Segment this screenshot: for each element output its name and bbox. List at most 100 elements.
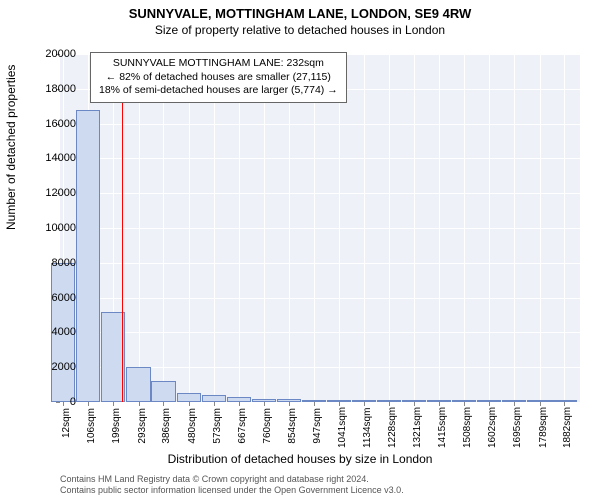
- x-tick-label: 947sqm: [312, 408, 323, 448]
- x-tick-mark: [189, 402, 190, 406]
- x-tick-label: 854sqm: [287, 408, 298, 448]
- x-tick-label: 1321sqm: [412, 408, 423, 448]
- histogram-bar: [352, 400, 376, 402]
- x-tick-label: 573sqm: [212, 408, 223, 448]
- histogram-bar: [527, 400, 551, 402]
- histogram-bar: [377, 400, 401, 402]
- grid-line-v: [439, 54, 440, 402]
- y-tick-label: 12000: [36, 187, 76, 199]
- x-tick-label: 199sqm: [111, 408, 122, 448]
- grid-line-v: [540, 54, 541, 402]
- grid-line-v: [464, 54, 465, 402]
- x-tick-mark: [214, 402, 215, 406]
- x-tick-mark: [339, 402, 340, 406]
- histogram-bar: [302, 400, 326, 402]
- histogram-bar: [452, 400, 476, 402]
- annotation-line3: 18% of semi-detached houses are larger (…: [99, 84, 338, 98]
- x-tick-label: 293sqm: [137, 408, 148, 448]
- histogram-bar: [552, 400, 576, 402]
- x-tick-mark: [564, 402, 565, 406]
- chart-title: SUNNYVALE, MOTTINGHAM LANE, LONDON, SE9 …: [0, 0, 600, 21]
- x-axis-label: Distribution of detached houses by size …: [0, 452, 600, 466]
- x-tick-mark: [139, 402, 140, 406]
- y-tick-label: 6000: [36, 292, 76, 304]
- grid-line-v: [414, 54, 415, 402]
- y-tick-label: 8000: [36, 257, 76, 269]
- y-tick-label: 16000: [36, 118, 76, 130]
- x-tick-mark: [514, 402, 515, 406]
- grid-line-v: [489, 54, 490, 402]
- footer: Contains HM Land Registry data © Crown c…: [60, 474, 404, 496]
- x-tick-mark: [389, 402, 390, 406]
- annotation-line2: ← 82% of detached houses are smaller (27…: [99, 71, 338, 85]
- histogram-bar: [177, 393, 201, 402]
- y-tick-label: 4000: [36, 326, 76, 338]
- grid-line-v: [364, 54, 365, 402]
- y-tick-label: 14000: [36, 152, 76, 164]
- x-tick-mark: [439, 402, 440, 406]
- y-tick-label: 10000: [36, 222, 76, 234]
- x-tick-mark: [113, 402, 114, 406]
- grid-line-v: [264, 54, 265, 402]
- y-tick-label: 20000: [36, 48, 76, 60]
- histogram-bar: [227, 397, 251, 402]
- x-tick-mark: [464, 402, 465, 406]
- x-tick-mark: [264, 402, 265, 406]
- grid-line-v: [514, 54, 515, 402]
- x-tick-label: 106sqm: [86, 408, 97, 448]
- chart-subtitle: Size of property relative to detached ho…: [0, 21, 600, 37]
- histogram-bar: [477, 400, 501, 402]
- grid-line-v: [339, 54, 340, 402]
- x-tick-label: 1228sqm: [387, 408, 398, 448]
- footer-line2: Contains public sector information licen…: [60, 485, 404, 496]
- y-tick-label: 18000: [36, 83, 76, 95]
- grid-line-v: [214, 54, 215, 402]
- histogram-bar: [427, 400, 451, 402]
- grid-line-v: [163, 54, 164, 402]
- x-tick-label: 1041sqm: [337, 408, 348, 448]
- y-axis-label: Number of detached properties: [4, 65, 18, 230]
- x-tick-label: 1602sqm: [487, 408, 498, 448]
- grid-line-v: [289, 54, 290, 402]
- chart-container: SUNNYVALE, MOTTINGHAM LANE, LONDON, SE9 …: [0, 0, 600, 500]
- annotation-line1: SUNNYVALE MOTTINGHAM LANE: 232sqm: [99, 57, 338, 71]
- x-tick-label: 1789sqm: [538, 408, 549, 448]
- histogram-bar: [327, 400, 351, 402]
- histogram-bar: [402, 400, 426, 402]
- x-tick-label: 1415sqm: [437, 408, 448, 448]
- grid-line-v: [314, 54, 315, 402]
- x-tick-mark: [289, 402, 290, 406]
- x-tick-label: 1134sqm: [362, 408, 373, 448]
- x-tick-mark: [88, 402, 89, 406]
- x-tick-mark: [489, 402, 490, 406]
- x-tick-label: 12sqm: [61, 408, 72, 448]
- grid-line-v: [239, 54, 240, 402]
- x-tick-label: 1695sqm: [512, 408, 523, 448]
- x-tick-mark: [314, 402, 315, 406]
- x-tick-mark: [364, 402, 365, 406]
- histogram-bar: [151, 381, 175, 402]
- grid-line-v: [189, 54, 190, 402]
- x-tick-mark: [414, 402, 415, 406]
- x-tick-mark: [540, 402, 541, 406]
- histogram-bar: [502, 400, 526, 402]
- histogram-bar: [202, 395, 226, 402]
- x-tick-mark: [163, 402, 164, 406]
- histogram-bar: [76, 110, 100, 402]
- grid-line-v: [139, 54, 140, 402]
- x-tick-label: 386sqm: [161, 408, 172, 448]
- x-tick-label: 1882sqm: [562, 408, 573, 448]
- annotation-box: SUNNYVALE MOTTINGHAM LANE: 232sqm ← 82% …: [90, 52, 347, 103]
- y-tick-label: 0: [36, 396, 76, 408]
- x-tick-mark: [239, 402, 240, 406]
- histogram-bar: [126, 367, 150, 402]
- footer-line1: Contains HM Land Registry data © Crown c…: [60, 474, 404, 485]
- annotation-vertical-line: [122, 92, 123, 402]
- grid-line-v: [564, 54, 565, 402]
- x-tick-label: 760sqm: [262, 408, 273, 448]
- grid-line-v: [389, 54, 390, 402]
- x-tick-label: 1508sqm: [462, 408, 473, 448]
- histogram-bar: [252, 399, 276, 402]
- x-tick-label: 667sqm: [237, 408, 248, 448]
- histogram-bar: [277, 399, 301, 402]
